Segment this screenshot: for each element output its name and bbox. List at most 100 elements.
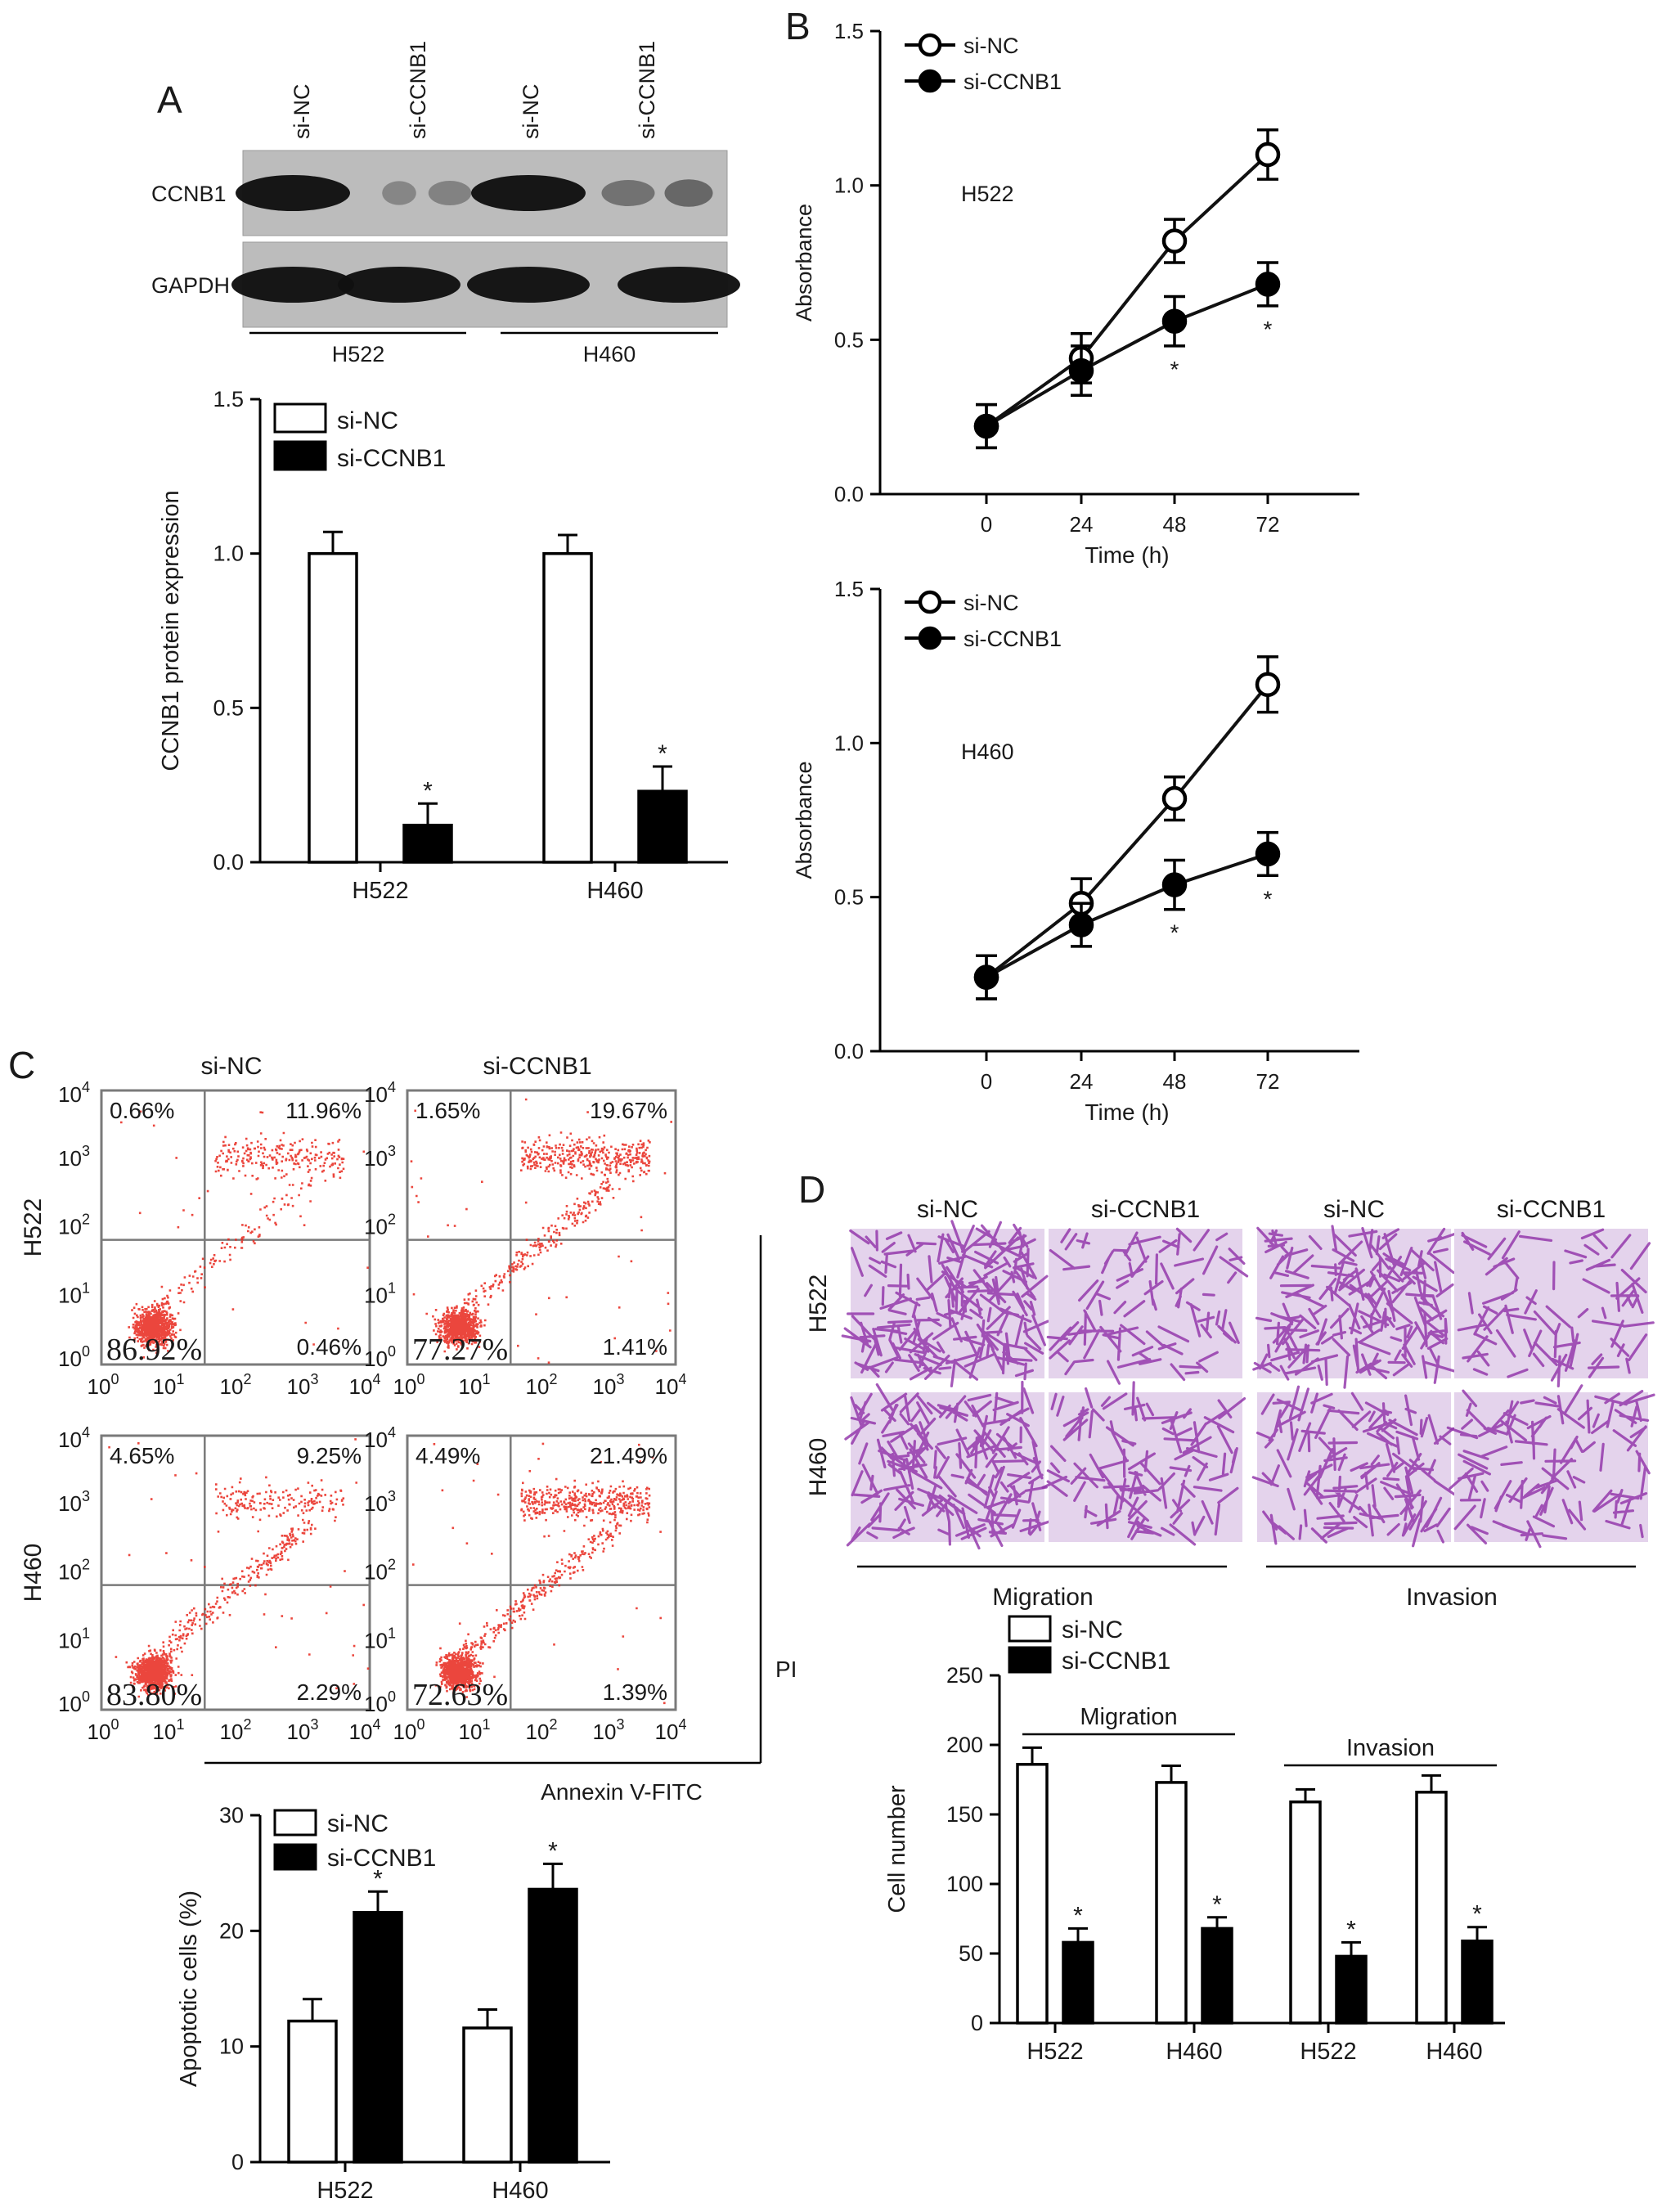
series-line-si-ccnb1 [985,282,1269,428]
x-tick-label: 0 [981,1069,992,1094]
tick-exponent: 4 [372,1716,380,1733]
flow-row-label: H460 [20,1544,47,1603]
tick-exponent: 0 [110,1371,119,1387]
h460-growth-line-chart: 0.0 0.5 1.0 1.5 Absorbance 0 24 48 72 Time (h) H46… [792,577,1359,1125]
y-tick-label: 0 [231,2150,244,2174]
bar-si-ccnb1 [1062,1940,1094,2025]
flow-y-tick-label: 100 [364,1688,396,1716]
legend-swatch [1008,1615,1052,1643]
h522-growth-line-chart: 0.0 0.5 1.0 1.5 Absorbance 0 24 48 72 Time (h) H52… [792,19,1359,568]
tick-exponent: 3 [616,1371,624,1387]
bar-si-nc [287,2019,338,2164]
tick-base: 10 [58,1215,82,1239]
flow-y-tick-label: 102 [364,1212,396,1239]
y-tick-label: 0.5 [213,695,244,720]
flow-y-tick-label: 104 [58,1079,90,1107]
y-tick-label: 10 [219,2034,244,2059]
flow-row-label: H522 [20,1198,47,1257]
flow-y-tick-label: 104 [58,1424,90,1452]
significance-mark: * [423,777,433,804]
tick-exponent: 4 [678,1371,686,1387]
transwell-image [1251,1385,1456,1548]
flow-plot: 4.49% 21.49%1.39%72.63%100100101101102102… [364,1424,686,1744]
quadrant-ul: 4.49% [416,1443,480,1468]
x-tick-label: 24 [1070,1069,1094,1094]
cell-line-annotation: H522 [961,182,1014,206]
tick-exponent: 3 [82,1143,90,1159]
legend-label: si-NC [1062,1616,1123,1643]
transwell-image [1446,1384,1655,1549]
legend-marker [918,590,942,614]
legend-marker [918,69,942,93]
transwell-image [844,1380,1053,1550]
quadrant-ur: 11.96% [285,1098,362,1123]
tick-exponent: 2 [243,1371,251,1387]
x-tick-label: H522 [1026,2039,1083,2065]
tick-exponent: 2 [549,1371,557,1387]
series-line-si-nc [985,683,1269,979]
stained-cells [1046,1227,1249,1385]
stained-cells [1457,1228,1655,1387]
tick-base: 10 [58,1692,82,1716]
flow-y-tick-label: 103 [364,1488,396,1516]
ccnb1-expression-bar-chart: 0.0 0.5 1.0 1.5 CCNB1 protein expression H522… [158,387,728,904]
blot-band [601,180,655,206]
quadrant-ul: 0.66% [110,1098,174,1123]
blot-band [338,267,460,303]
x-tick-label: 0 [981,512,992,537]
tick-base: 10 [58,1082,82,1107]
tick-base: 10 [349,1374,373,1399]
transwell-image-grid: si-NC si-CCNB1 si-NC si-CCNB1 H522 H460 Migrat… [805,1196,1655,1611]
stained-cells [1251,1385,1456,1548]
cell-line-annotation: H460 [961,740,1014,764]
tick-base: 10 [349,1720,373,1744]
quadrant-ll: 77.27% [412,1333,508,1367]
flow-x-tick-label: 104 [655,1371,687,1399]
tick-base: 10 [364,1491,388,1516]
bar-si-nc [1155,1781,1188,2025]
flow-x-tick-label: 102 [526,1371,558,1399]
flow-x-tick-label: 103 [593,1716,625,1744]
x-tick-label: H460 [1426,2039,1482,2065]
blot-row-label: GAPDH [151,273,230,298]
flow-plot: 1.65% 19.67%1.41%77.27%100100101101102102… [364,1079,686,1399]
significance-mark: * [1212,1891,1222,1918]
y-tick-label: 1.0 [834,731,864,755]
stained-cells [1252,1225,1457,1389]
y-axis-title: Absorbance [792,204,816,321]
tick-base: 10 [58,1628,82,1652]
tick-base: 10 [459,1720,483,1744]
panel-label-a: A [157,79,182,121]
tick-base: 10 [364,1427,388,1452]
flow-x-tick-label: 104 [349,1716,381,1744]
tick-base: 10 [393,1720,417,1744]
flow-column-label: si-NC [201,1053,263,1080]
series-line-si-nc [985,153,1269,428]
stained-cells [844,1380,1053,1550]
tick-exponent: 4 [678,1716,686,1733]
data-point-si-ccnb1 [973,964,999,990]
tick-exponent: 0 [82,1688,90,1705]
significance-mark: * [1073,1902,1083,1929]
flow-y-tick-label: 101 [364,1279,396,1307]
flow-y-tick-label: 104 [364,1079,396,1107]
significance-mark: * [1472,1901,1482,1928]
flow-column-label: si-CCNB1 [483,1053,591,1080]
quadrant-lr: 1.41% [603,1334,667,1360]
legend-swatch [1008,1646,1052,1674]
x-tick-label: 24 [1070,512,1094,537]
image-column-label: si-NC [917,1196,978,1223]
flow-y-tick-label: 103 [58,1143,90,1171]
tick-exponent: 4 [82,1079,90,1095]
image-background [1049,1229,1242,1378]
panel-label-d: D [798,1168,825,1211]
tick-base: 10 [58,1560,82,1585]
y-tick-label: 0.0 [834,1039,864,1063]
y-tick-label: 150 [946,1802,983,1827]
quadrant-lr: 0.46% [297,1334,362,1360]
flow-y-tick-label: 100 [364,1343,396,1371]
flow-x-axis-title: Annexin V-FITC [541,1779,703,1805]
tick-exponent: 4 [388,1079,396,1095]
tick-exponent: 2 [388,1212,396,1228]
flow-plot: 4.65% 9.25%2.29%83.80%1001001011011021021… [58,1424,380,1744]
